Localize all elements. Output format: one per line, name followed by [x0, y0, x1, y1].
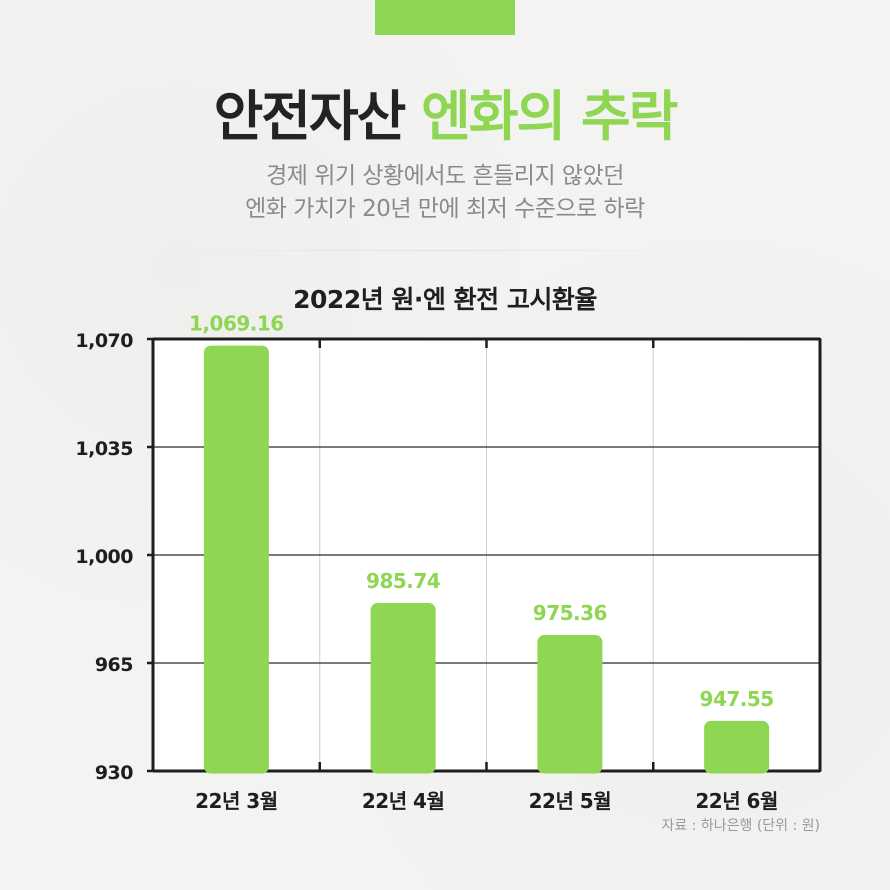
subtitle-line-1: 경제 위기 상황에서도 흔들리지 않았던: [266, 163, 624, 189]
bar-value-label: 985.74: [366, 569, 440, 593]
bar-value-label: 947.55: [700, 687, 774, 711]
bar: [537, 635, 603, 774]
subtitle: 경제 위기 상황에서도 흔들리지 않았던 엔화 가치가 20년 만에 최저 수준…: [0, 160, 890, 226]
divider: [160, 250, 730, 251]
bar: [203, 345, 269, 774]
bar: [704, 720, 770, 774]
y-tick-label: 1,000: [75, 546, 133, 568]
y-tick-label: 965: [95, 654, 133, 676]
headline-main: 안전자산: [213, 85, 407, 148]
chart-title: 2022년 원·엔 환전 고시환율: [293, 285, 597, 314]
source-note: 자료 : 하나은행 (단위 : 원): [661, 818, 820, 834]
y-tick-label: 930: [95, 762, 133, 784]
x-category-label: 22년 6월: [695, 789, 778, 813]
bar-value-label: 1,069.16: [189, 312, 284, 336]
headline: 안전자산 엔화의 추락: [0, 72, 890, 151]
headline-accent: 엔화의 추락: [421, 85, 678, 148]
bar-value-label: 975.36: [533, 601, 607, 625]
subtitle-line-2: 엔화 가치가 20년 만에 최저 수준으로 하락: [245, 196, 645, 222]
top-accent-tab: [375, 0, 515, 35]
x-category-label: 22년 5월: [529, 789, 612, 813]
y-tick-label: 1,035: [75, 438, 133, 460]
x-category-label: 22년 3월: [195, 789, 278, 813]
x-category-label: 22년 4월: [362, 789, 445, 813]
y-tick-label: 1,070: [75, 330, 133, 352]
bar: [370, 603, 436, 774]
